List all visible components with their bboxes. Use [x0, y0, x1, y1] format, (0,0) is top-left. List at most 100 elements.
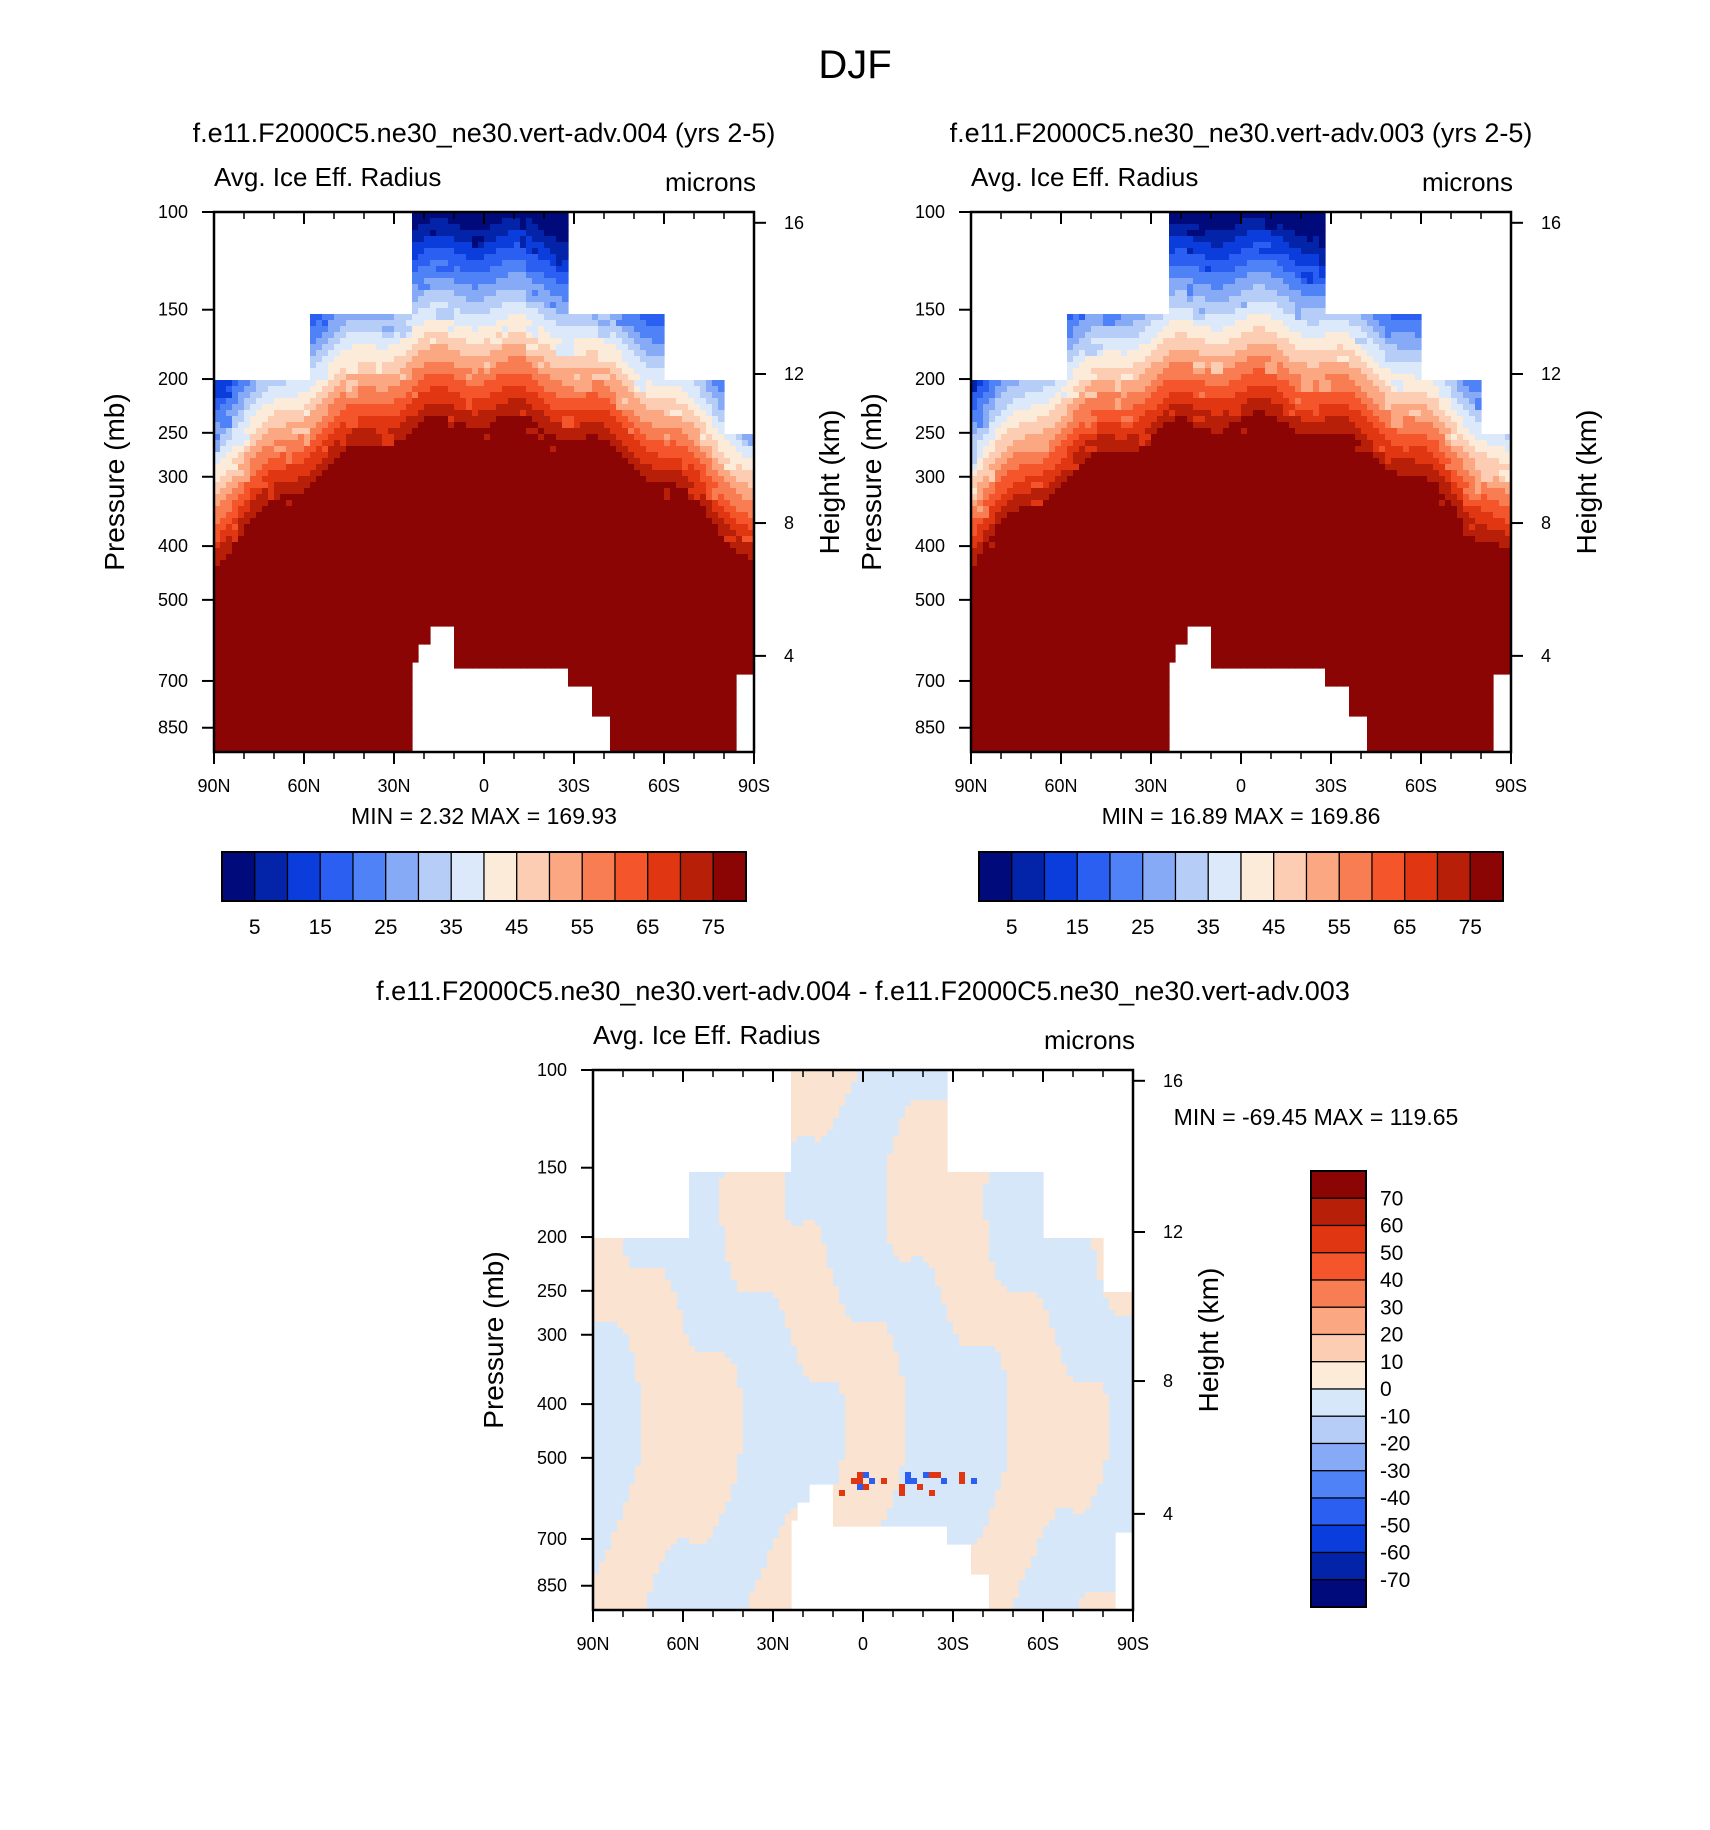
contour-cell: [424, 230, 431, 237]
contour-cell: [628, 482, 635, 489]
contour-cell: [376, 644, 383, 651]
contour-cell: [448, 380, 455, 387]
contour-cell: [382, 704, 389, 711]
contour-cell: [244, 446, 251, 453]
contour-cell: [358, 692, 365, 699]
contour-cell: [310, 704, 317, 711]
contour-cell: [370, 590, 377, 597]
contour-cell: [580, 668, 587, 675]
contour-cell: [334, 566, 341, 573]
contour-cell: [430, 578, 437, 585]
contour-cell: [280, 476, 287, 483]
contour-cell: [304, 578, 311, 585]
contour-cell: [310, 614, 317, 621]
contour-cell: [382, 548, 389, 555]
contour-cell: [316, 572, 323, 579]
contour-cell: [346, 512, 353, 519]
contour-cell: [412, 434, 419, 441]
contour-cell: [562, 488, 569, 495]
contour-cell: [544, 434, 551, 441]
contour-cell: [544, 524, 551, 531]
contour-cell: [544, 218, 551, 225]
contour-cell: [412, 308, 419, 315]
contour-cell: [214, 692, 221, 699]
contour-cell: [622, 734, 629, 741]
contour-cell: [508, 644, 515, 651]
contour-cell: [244, 650, 251, 657]
contour-cell: [328, 470, 335, 477]
contour-cell: [256, 722, 263, 729]
contour-cell: [526, 296, 533, 303]
contour-cell: [622, 698, 629, 705]
contour-cell: [514, 656, 521, 663]
contour-cell: [352, 398, 359, 405]
contour-cell: [226, 734, 233, 741]
contour-cell: [538, 338, 545, 345]
contour-cell: [280, 698, 287, 705]
contour-cell: [346, 680, 353, 687]
contour-cell: [574, 518, 581, 525]
contour-cell: [436, 224, 443, 231]
contour-cell: [598, 608, 605, 615]
contour-cell: [628, 386, 635, 393]
contour-cell: [592, 488, 599, 495]
contour-cell: [418, 392, 425, 399]
contour-cell: [490, 644, 497, 651]
contour-cell: [628, 680, 635, 687]
contour-cell: [478, 350, 485, 357]
contour-cell: [250, 398, 257, 405]
contour-cell: [544, 620, 551, 627]
contour-cell: [514, 332, 521, 339]
contour-cell: [280, 482, 287, 489]
contour-cell: [628, 596, 635, 603]
contour-cell: [310, 602, 317, 609]
contour-cell: [538, 428, 545, 435]
contour-cell: [352, 470, 359, 477]
contour-cell: [364, 464, 371, 471]
contour-cell: [544, 494, 551, 501]
contour-cell: [454, 278, 461, 285]
contour-cell: [460, 512, 467, 519]
contour-cell: [334, 572, 341, 579]
contour-cell: [346, 368, 353, 375]
contour-cell: [430, 350, 437, 357]
contour-cell: [262, 728, 269, 735]
contour-cell: [388, 692, 395, 699]
contour-cell: [436, 338, 443, 345]
contour-cell: [496, 506, 503, 513]
contour-cell: [328, 392, 335, 399]
contour-cell: [580, 428, 587, 435]
contour-cell: [496, 434, 503, 441]
contour-cell: [592, 440, 599, 447]
contour-cell: [214, 488, 221, 495]
contour-cell: [442, 530, 449, 537]
contour-cell: [562, 662, 569, 669]
contour-cell: [610, 686, 617, 693]
contour-cell: [406, 356, 413, 363]
contour-cell: [454, 356, 461, 363]
contour-cell: [454, 434, 461, 441]
contour-cell: [634, 608, 641, 615]
contour-cell: [316, 434, 323, 441]
contour-cell: [226, 608, 233, 615]
contour-cell: [580, 386, 587, 393]
contour-cell: [550, 404, 557, 411]
contour-cell: [376, 392, 383, 399]
contour-cell: [586, 386, 593, 393]
contour-cell: [568, 644, 575, 651]
contour-cell: [292, 428, 299, 435]
contour-cell: [334, 650, 341, 657]
contour-cell: [538, 218, 545, 225]
contour-cell: [448, 404, 455, 411]
contour-cell: [598, 320, 605, 327]
contour-cell: [520, 374, 527, 381]
contour-cell: [232, 530, 239, 537]
contour-cell: [292, 512, 299, 519]
contour-cell: [592, 710, 599, 717]
contour-cell: [250, 620, 257, 627]
contour-cell: [610, 416, 617, 423]
contour-cell: [274, 386, 281, 393]
contour-cell: [472, 662, 479, 669]
contour-cell: [250, 650, 257, 657]
contour-cell: [622, 590, 629, 597]
